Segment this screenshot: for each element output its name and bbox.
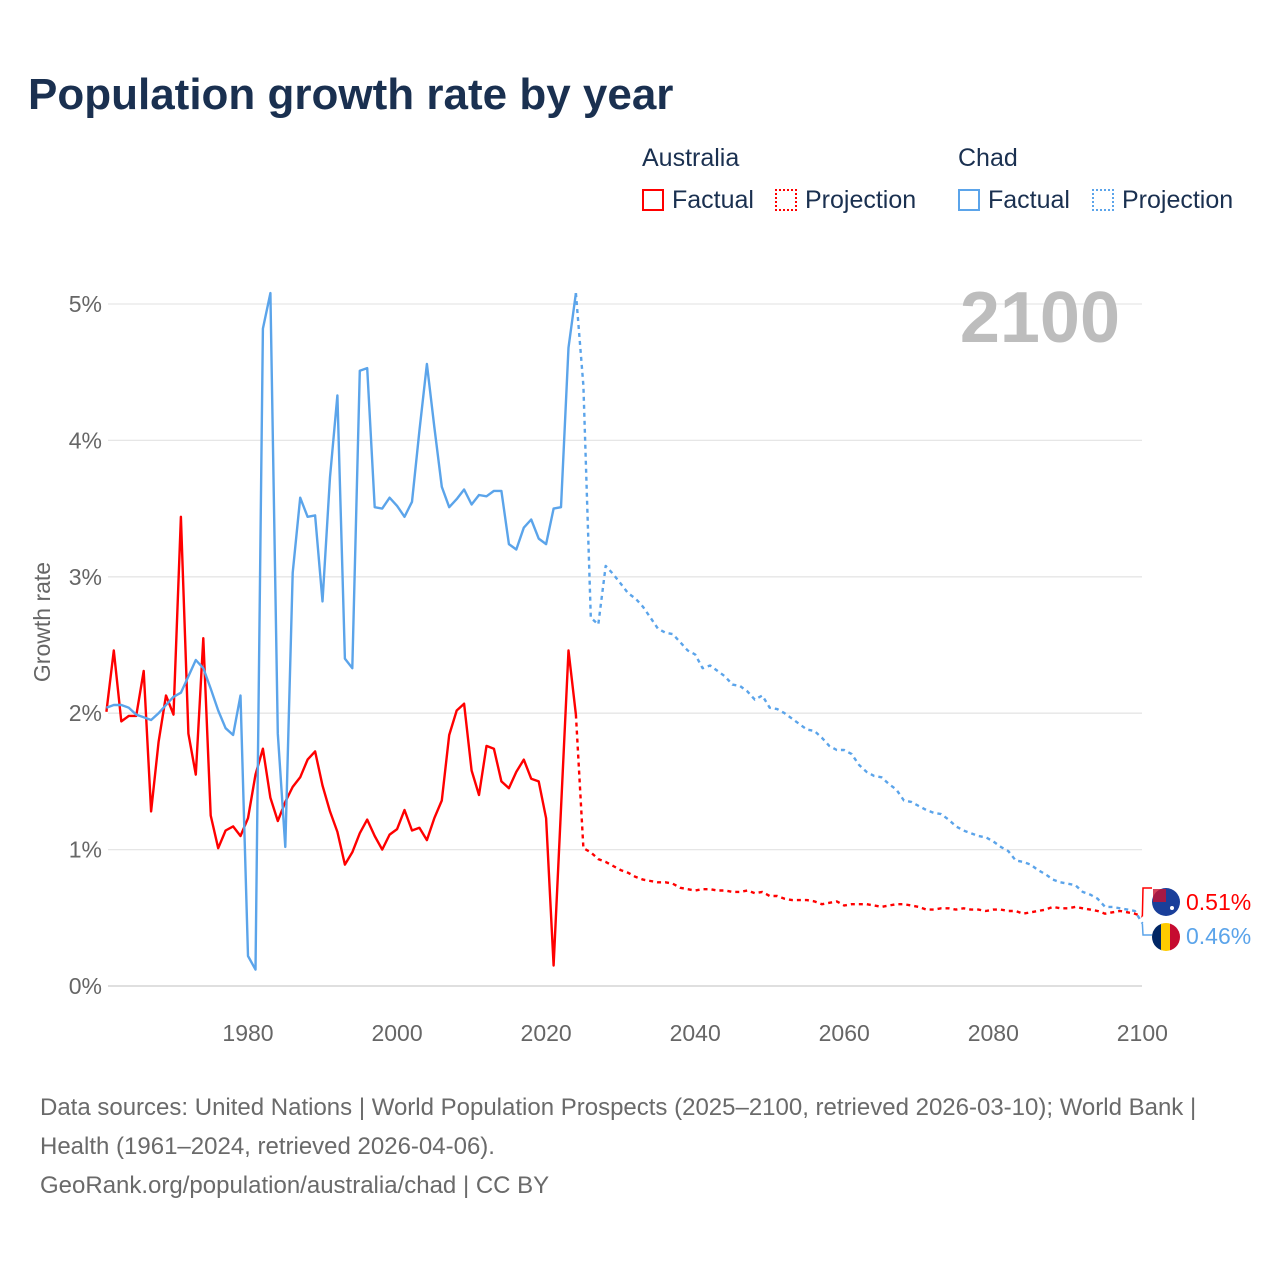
y-axis-label: Growth rate (29, 562, 55, 682)
y-tick-label: 0% (69, 973, 102, 999)
legend-label: Projection (1122, 186, 1234, 214)
legend-australia-projection[interactable]: Projection (775, 186, 916, 215)
legend-label: Factual (672, 186, 754, 214)
legend-chad-factual[interactable]: Factual (958, 186, 1070, 215)
series-chad-factual (105, 291, 578, 971)
connector-chad (1141, 923, 1152, 936)
footer-sources: Data sources: United Nations | World Pop… (40, 1094, 1197, 1160)
legend-label: Projection (805, 186, 917, 214)
legend-chad-projection[interactable]: Projection (1092, 186, 1233, 215)
connector-australia (1141, 887, 1152, 917)
x-tick-label: 2020 (521, 1020, 572, 1046)
legend-label: Factual (988, 186, 1070, 214)
legend-swatch (775, 189, 797, 211)
x-tick-label: 2080 (968, 1020, 1019, 1046)
legend-australia-factual[interactable]: Factual (642, 186, 754, 215)
legend-swatch (958, 189, 980, 211)
series-australia-projection (574, 714, 1143, 918)
legend-swatch (1092, 189, 1114, 211)
chart-title: Population growth rate by year (28, 70, 674, 119)
y-tick-label: 2% (69, 700, 102, 726)
end-label-chad: 0.46% (1186, 923, 1251, 949)
y-tick-label: 1% (69, 837, 102, 863)
y-tick-label: 4% (69, 427, 102, 453)
series-australia-factual (105, 515, 578, 967)
legend-group-australia: Australia (642, 144, 740, 172)
y-tick-label: 3% (69, 564, 102, 590)
y-tick-label: 5% (69, 291, 102, 317)
flag-australia-icon (1152, 888, 1180, 916)
x-tick-label: 2060 (819, 1020, 870, 1046)
end-label-australia: 0.51% (1186, 889, 1251, 915)
flag-chad-icon (1152, 923, 1180, 951)
x-tick-label: 2100 (1117, 1020, 1168, 1046)
legend-group-chad: Chad (958, 144, 1018, 172)
x-tick-label: 1980 (222, 1020, 273, 1046)
footer: Data sources: United Nations | World Pop… (40, 1088, 1240, 1205)
footer-link[interactable]: GeoRank.org/population/australia/chad | … (40, 1172, 550, 1199)
legend-swatch (642, 189, 664, 211)
year-watermark: 2100 (960, 278, 1120, 358)
x-tick-label: 2000 (371, 1020, 422, 1046)
series-chad-projection (574, 293, 1144, 924)
x-tick-label: 2040 (670, 1020, 721, 1046)
